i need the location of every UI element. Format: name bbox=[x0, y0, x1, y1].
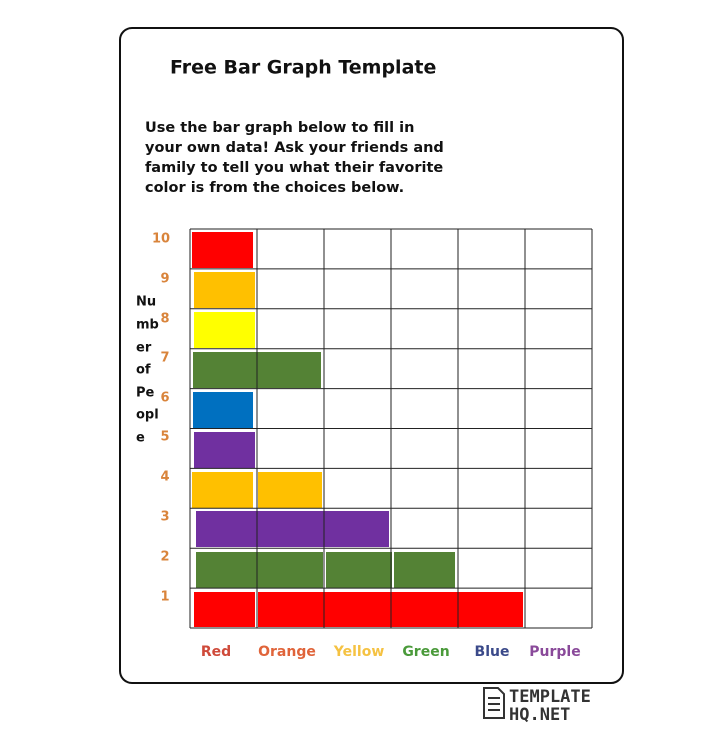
row-label: 8 bbox=[160, 312, 169, 327]
grid bbox=[189, 228, 593, 629]
column-label: Purple bbox=[529, 644, 580, 660]
instruction: family to tell you what their favorite bbox=[145, 160, 443, 176]
column-labels: Red Orange Yellow Green Blue Purple bbox=[201, 644, 581, 660]
row-label: 2 bbox=[160, 550, 169, 565]
y-label-part: Pe bbox=[136, 386, 155, 401]
column-label: Blue bbox=[475, 644, 510, 660]
row-label: 7 bbox=[160, 351, 169, 366]
row-label: 5 bbox=[160, 430, 169, 445]
row-label: 10 bbox=[152, 232, 170, 247]
row-label: 1 bbox=[160, 590, 169, 605]
y-label-part: of bbox=[136, 363, 151, 378]
logo-line: TEMPLATE bbox=[509, 687, 591, 707]
y-label-part: mb bbox=[136, 318, 159, 333]
y-label-part: opl bbox=[136, 408, 159, 423]
column-label: Green bbox=[402, 644, 449, 660]
y-axis-label: Nu mb er of Pe opl e bbox=[136, 295, 159, 446]
title: Free Bar Graph Template bbox=[170, 57, 436, 79]
logo-line: HQ.NET bbox=[509, 705, 570, 725]
row-label: 6 bbox=[160, 391, 169, 406]
y-label-part: er bbox=[136, 341, 152, 356]
row-label: 4 bbox=[160, 470, 169, 485]
logo: TEMPLATE HQ.NET bbox=[483, 687, 591, 725]
instruction: your own data! Ask your friends and bbox=[145, 140, 444, 156]
row-label: 9 bbox=[160, 272, 169, 287]
instruction: Use the bar graph below to fill in bbox=[145, 120, 414, 136]
y-label-part: e bbox=[136, 431, 145, 446]
row-label: 3 bbox=[160, 510, 169, 525]
column-label: Orange bbox=[258, 644, 316, 660]
column-label: Red bbox=[201, 644, 231, 660]
instruction: color is from the choices below. bbox=[145, 180, 404, 196]
column-label: Yellow bbox=[333, 644, 385, 660]
y-label-part: Nu bbox=[136, 295, 156, 310]
row-labels: 10 9 8 7 6 5 4 3 2 1 bbox=[152, 232, 170, 605]
